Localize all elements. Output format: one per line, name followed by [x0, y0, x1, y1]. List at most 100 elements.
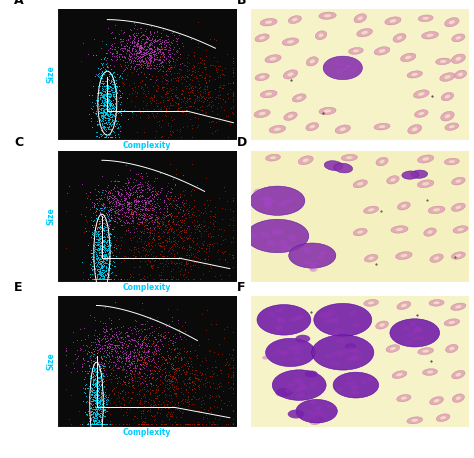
Point [137, 356, 145, 364]
Point [136, 205, 144, 213]
Point [135, 327, 142, 335]
Point [162, 333, 170, 341]
Point [100, 108, 108, 115]
Point [98, 417, 105, 424]
Point [85, 402, 92, 409]
Point [152, 191, 159, 199]
Point [101, 119, 109, 126]
Point [88, 389, 95, 396]
Text: E: E [14, 281, 23, 294]
Point [124, 224, 131, 232]
Point [142, 92, 149, 99]
Ellipse shape [451, 252, 465, 259]
Text: C: C [14, 136, 23, 149]
Point [99, 245, 106, 253]
Point [228, 351, 236, 359]
Point [154, 82, 161, 89]
Point [141, 218, 149, 225]
Point [91, 402, 99, 409]
Point [89, 380, 96, 387]
Point [124, 59, 131, 66]
Point [125, 35, 132, 43]
Point [131, 65, 138, 72]
Point [149, 252, 157, 260]
Point [207, 207, 214, 214]
Point [89, 373, 96, 381]
Point [112, 198, 119, 206]
Point [109, 249, 116, 256]
Point [110, 224, 118, 231]
Point [113, 395, 121, 402]
Point [182, 266, 189, 273]
Point [95, 358, 102, 365]
Point [137, 373, 145, 380]
Point [167, 384, 174, 391]
Ellipse shape [277, 320, 286, 324]
Point [104, 189, 112, 196]
Point [171, 261, 179, 268]
Point [179, 107, 186, 114]
Point [94, 349, 101, 356]
Point [109, 206, 117, 213]
Point [108, 101, 115, 109]
Point [96, 420, 104, 428]
Point [89, 364, 96, 371]
Point [172, 48, 180, 55]
Point [229, 91, 237, 98]
Point [90, 420, 98, 428]
Point [196, 227, 204, 234]
Point [98, 102, 105, 109]
Point [144, 325, 151, 333]
Point [82, 386, 89, 393]
Point [154, 174, 161, 182]
Point [188, 205, 195, 213]
Point [174, 77, 182, 84]
Point [108, 348, 116, 355]
Point [117, 128, 124, 135]
Point [92, 382, 100, 389]
Point [135, 52, 142, 60]
Point [145, 42, 153, 49]
Point [121, 209, 128, 217]
Point [164, 89, 171, 97]
Point [100, 93, 108, 100]
Point [91, 399, 99, 406]
Point [109, 200, 116, 207]
Point [96, 116, 104, 123]
Point [93, 410, 101, 417]
Point [123, 344, 131, 352]
Point [179, 124, 186, 131]
Point [90, 420, 98, 428]
Point [137, 44, 145, 51]
Text: D: D [237, 136, 247, 149]
Point [89, 379, 97, 386]
Point [95, 275, 103, 283]
Point [211, 385, 219, 392]
Point [117, 109, 124, 116]
Point [152, 340, 159, 348]
Point [161, 52, 168, 59]
Point [92, 395, 100, 402]
Point [92, 214, 100, 221]
Point [141, 349, 149, 356]
Point [130, 357, 137, 364]
Point [89, 420, 97, 428]
Point [170, 365, 177, 372]
Point [87, 397, 94, 404]
Point [177, 355, 185, 363]
Point [132, 209, 139, 216]
Point [139, 51, 147, 58]
Point [99, 272, 107, 279]
Point [103, 351, 110, 358]
Point [102, 60, 109, 68]
Point [136, 60, 143, 67]
Point [124, 115, 132, 122]
Point [93, 266, 100, 273]
Point [111, 112, 119, 120]
Point [174, 74, 182, 82]
Point [97, 275, 105, 283]
Point [168, 39, 176, 46]
Point [123, 205, 131, 213]
Point [99, 265, 106, 272]
Point [189, 85, 197, 92]
